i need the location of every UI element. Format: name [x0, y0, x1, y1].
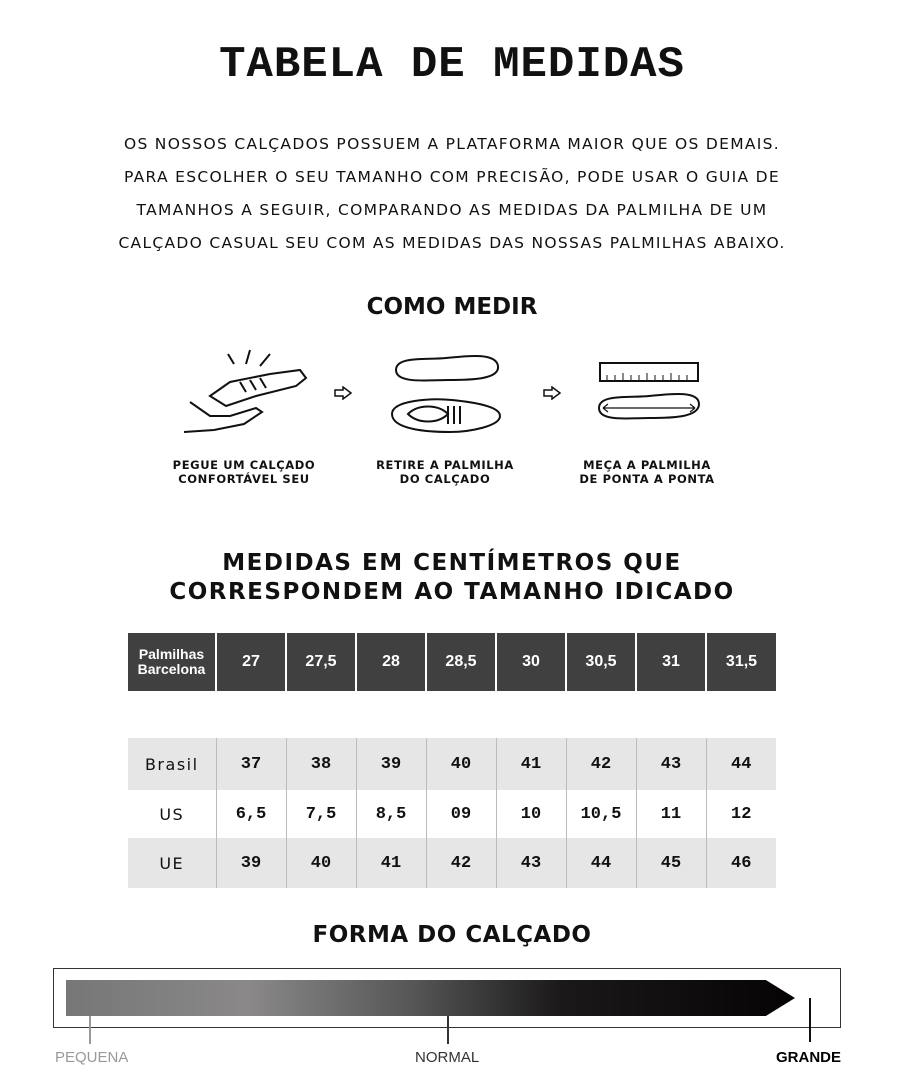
row-label: US — [159, 804, 185, 824]
label-pequena: PEQUENA — [55, 1049, 129, 1066]
size-cell: 7,5 — [285, 790, 356, 838]
header-label: Palmilhas Barcelona — [128, 633, 216, 691]
table-row: Palmilhas Barcelona 27 27,5 28 28,5 30 30… — [128, 633, 776, 691]
row-label: Brasil — [128, 738, 216, 790]
pequena-tick — [89, 1016, 91, 1044]
size-cell: 37 — [215, 738, 286, 790]
normal-tick — [447, 1016, 449, 1044]
size-cell: 39 — [355, 738, 426, 790]
size-cell: 43 — [495, 838, 566, 888]
table-row: US 6,5 7,5 8,5 09 10 10,5 11 12 — [128, 790, 776, 838]
label-normal: NORMAL — [415, 1049, 480, 1066]
size-cell: 12 — [705, 790, 776, 838]
size-cell: 41 — [355, 838, 426, 888]
insole-removal-icon — [390, 354, 502, 434]
table-row: Brasil 37 38 39 40 41 42 43 44 — [128, 738, 776, 790]
size-cell: 8,5 — [355, 790, 426, 838]
how-to-title: COMO MEDIR — [366, 294, 538, 320]
table-title: MEDIDAS EM CENTÍMETROS QUE — [222, 550, 682, 576]
insole-header-table: Palmilhas Barcelona 27 27,5 28 28,5 30 30… — [128, 633, 776, 691]
row-label: UE — [128, 838, 216, 888]
size-cell: 44 — [705, 738, 776, 790]
size-cell: 40 — [285, 838, 356, 888]
hand-holding-shoe-icon — [183, 349, 308, 433]
size-cell: 39 — [215, 838, 286, 888]
size-cell: 10 — [495, 790, 566, 838]
header-cell: 28 — [355, 633, 426, 691]
size-cell: 38 — [285, 738, 356, 790]
header-cell: 31 — [635, 633, 706, 691]
step-caption-1: PEGUE UM CALÇADO CONFORTÁVEL SEU — [172, 458, 316, 486]
size-cell: 42 — [425, 838, 496, 888]
header-cell: 31,5 — [705, 633, 776, 691]
size-cell: 41 — [495, 738, 566, 790]
size-cell: 09 — [425, 790, 496, 838]
size-cell: 44 — [565, 838, 636, 888]
table-row: UE 39 40 41 42 43 44 45 46 — [128, 838, 776, 888]
size-cell: 46 — [705, 838, 776, 888]
size-cell: 11 — [635, 790, 706, 838]
header-cell: 30 — [495, 633, 566, 691]
page-title: TABELA DE MEDIDAS — [219, 40, 685, 90]
intro-line: CALÇADO CASUAL SEU COM AS MEDIDAS DAS NO… — [118, 234, 786, 252]
step-caption-2: RETIRE A PALMILHA DO CALÇADO — [376, 458, 514, 486]
intro-line: OS NOSSOS CALÇADOS POSSUEM A PLATAFORMA … — [123, 135, 781, 153]
intro-line: TAMANHOS A SEGUIR, COMPARANDO AS MEDIDAS… — [136, 201, 768, 219]
table-title: CORRESPONDEM AO TAMANHO IDICADO — [169, 579, 735, 605]
size-cell: 42 — [565, 738, 636, 790]
size-cell: 40 — [425, 738, 496, 790]
size-table: Brasil 37 38 39 40 41 42 43 44 US 6,5 7,5 8,5 09 10 10,… — [128, 738, 776, 888]
label-grande: GRANDE — [776, 1049, 842, 1066]
size-cell: 43 — [635, 738, 706, 790]
shape-title: FORMA DO CALÇADO — [312, 922, 592, 948]
grande-tick — [809, 998, 811, 1042]
header-cell: 27 — [215, 633, 286, 691]
shape-gradient-arrow — [66, 980, 795, 1016]
arrow-right-icon — [334, 386, 353, 400]
size-cell: 45 — [635, 838, 706, 888]
header-cell: 30,5 — [565, 633, 636, 691]
size-cell: 6,5 — [215, 790, 286, 838]
size-cell: 10,5 — [565, 790, 636, 838]
intro-line: PARA ESCOLHER O SEU TAMANHO COM PRECISÃO… — [123, 168, 781, 186]
ruler-insole-icon — [597, 362, 701, 420]
header-cell: 28,5 — [425, 633, 496, 691]
header-cell: 27,5 — [285, 633, 356, 691]
arrow-right-icon — [543, 386, 562, 400]
step-caption-3: MEÇA A PALMILHA DE PONTA A PONTA — [579, 458, 715, 486]
